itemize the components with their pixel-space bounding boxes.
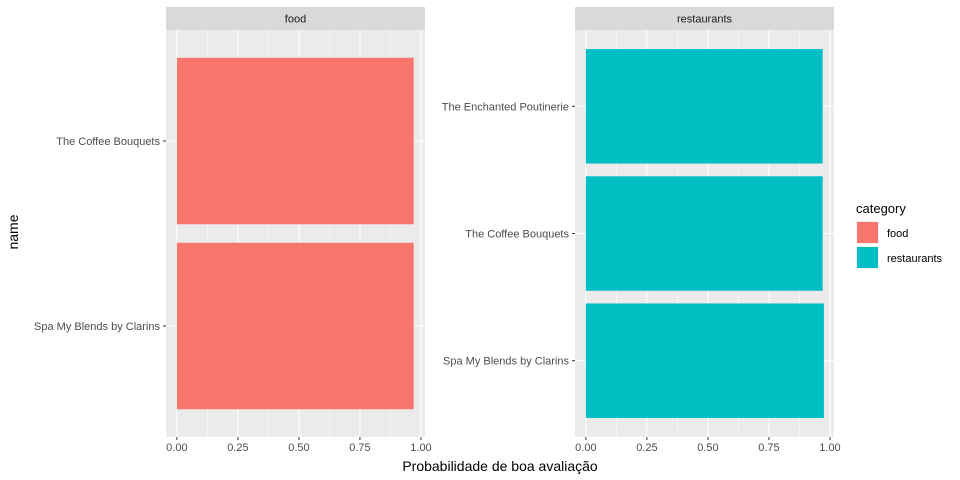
x-tick-label: 1.00 (410, 442, 431, 454)
facet-strip (575, 7, 834, 30)
x-tick-label: 0.25 (227, 442, 248, 454)
y-tick-label: Spa My Blends by Clarins (34, 321, 160, 333)
x-tick-label: 0.75 (758, 442, 779, 454)
bar (176, 57, 414, 225)
x-tick-label: 1.00 (819, 442, 840, 454)
y-tick-label: The Coffee Bouquets (465, 229, 569, 241)
y-tick-label: Spa My Blends by Clarins (443, 356, 569, 368)
legend-swatch-restaurants (857, 247, 878, 268)
x-tick-label: 0.25 (636, 442, 657, 454)
y-tick-label: The Coffee Bouquets (56, 136, 160, 148)
facet-strip (166, 7, 425, 30)
chart-panels: food The Coffee Bouquets Spa My Blends by … (34, 7, 841, 454)
x-tick-label: 0.50 (288, 442, 309, 454)
x-tick-label: 0.00 (575, 442, 596, 454)
legend: category food restaurants (856, 201, 943, 269)
x-tick-label: 0.75 (349, 442, 370, 454)
legend-label: food (887, 228, 908, 240)
x-axis-title: Probabilidade de boa avaliação (402, 458, 598, 474)
facet-strip-label: food (285, 14, 306, 26)
panel-restaurants: restaurants The Enchanted Poutinerie The C… (442, 7, 841, 454)
bar (585, 176, 823, 291)
bar (585, 49, 823, 164)
bar (176, 242, 414, 410)
x-tick-label: 0.00 (166, 442, 187, 454)
x-tick-label: 0.50 (697, 442, 718, 454)
facet-strip-label: restaurants (677, 14, 733, 26)
legend-title: category (856, 201, 906, 216)
legend-label: restaurants (887, 253, 943, 265)
bar (585, 303, 824, 418)
panel-food: food The Coffee Bouquets Spa My Blends by … (34, 7, 432, 454)
y-axis-title: name (5, 214, 21, 249)
legend-swatch-food (857, 222, 878, 243)
y-tick-label: The Enchanted Poutinerie (442, 101, 569, 113)
